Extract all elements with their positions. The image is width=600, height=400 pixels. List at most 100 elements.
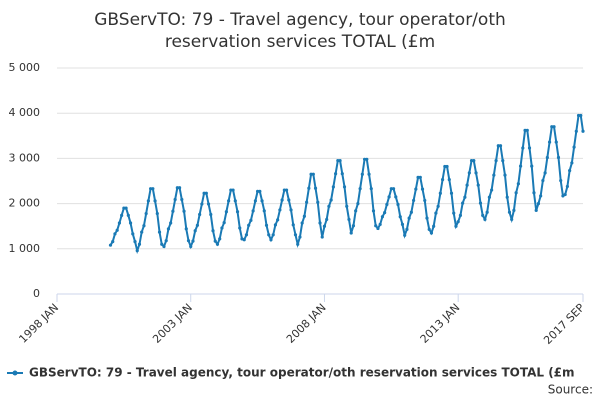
data-point xyxy=(407,216,411,220)
data-point xyxy=(122,206,126,210)
data-point xyxy=(280,198,284,202)
data-point xyxy=(521,146,525,150)
x-tick-label: 2013 JAN xyxy=(418,301,463,346)
data-point xyxy=(182,209,186,213)
x-tick-label: 2008 JAN xyxy=(284,301,329,346)
data-point xyxy=(465,183,469,187)
data-point xyxy=(193,229,197,233)
data-point xyxy=(186,239,191,243)
data-point xyxy=(191,239,195,243)
data-point xyxy=(316,200,320,204)
data-point xyxy=(554,140,558,144)
data-point xyxy=(494,159,498,163)
data-point xyxy=(180,197,184,202)
data-point xyxy=(581,129,585,133)
data-point xyxy=(391,187,396,191)
data-point xyxy=(347,217,351,222)
data-point xyxy=(389,187,393,191)
data-point xyxy=(255,189,260,193)
data-point xyxy=(481,213,485,217)
data-point xyxy=(289,208,293,212)
data-point xyxy=(458,213,463,217)
data-point xyxy=(124,206,128,210)
data-point xyxy=(349,231,353,235)
data-point xyxy=(220,226,224,230)
data-point xyxy=(438,191,442,195)
data-point xyxy=(206,202,211,206)
data-point xyxy=(503,173,507,177)
data-point xyxy=(302,214,306,218)
legend-label: GBServTO: 79 - Travel agency, tour opera… xyxy=(29,366,575,380)
data-point xyxy=(487,195,491,199)
data-point xyxy=(532,191,536,195)
x-tick-label: 2017 SEP xyxy=(541,301,587,347)
data-point xyxy=(195,223,200,227)
data-point xyxy=(238,226,242,230)
data-point xyxy=(177,186,182,190)
data-point xyxy=(432,224,436,228)
data-point xyxy=(440,178,445,182)
data-point xyxy=(227,199,231,203)
data-point xyxy=(447,178,451,182)
data-point xyxy=(284,188,289,192)
data-point xyxy=(485,210,489,214)
data-point xyxy=(313,186,318,190)
data-point xyxy=(247,223,251,227)
data-point xyxy=(427,227,431,231)
data-point xyxy=(418,175,422,179)
data-point xyxy=(142,224,146,228)
data-point xyxy=(162,244,166,249)
data-point xyxy=(374,224,378,228)
data-point xyxy=(209,212,213,217)
data-point xyxy=(463,195,467,199)
data-point xyxy=(345,204,349,208)
data-point xyxy=(251,209,255,213)
data-point xyxy=(367,172,371,176)
data-point xyxy=(365,157,369,161)
data-point xyxy=(369,187,373,191)
data-point xyxy=(478,201,483,205)
data-point xyxy=(498,144,503,148)
data-point xyxy=(260,199,264,203)
data-point xyxy=(501,159,505,163)
x-tick-label: 2003 JAN xyxy=(150,301,195,346)
data-point xyxy=(380,215,385,219)
data-point xyxy=(456,220,460,224)
data-point xyxy=(175,186,179,190)
data-point xyxy=(541,178,545,183)
data-point xyxy=(146,199,150,203)
data-point xyxy=(467,171,471,175)
data-point xyxy=(322,224,327,228)
data-point xyxy=(579,113,583,118)
data-point xyxy=(434,211,438,215)
data-point xyxy=(184,227,188,231)
data-point xyxy=(476,183,480,187)
data-point xyxy=(445,164,449,169)
data-point xyxy=(356,202,360,206)
data-point xyxy=(552,125,556,129)
data-point xyxy=(570,161,574,165)
data-point xyxy=(449,191,454,195)
data-point xyxy=(550,125,554,129)
data-point xyxy=(362,157,367,161)
data-point xyxy=(510,217,514,222)
data-point xyxy=(204,191,208,195)
data-point xyxy=(376,226,380,231)
data-point xyxy=(563,192,567,197)
data-point xyxy=(568,169,572,173)
data-point xyxy=(164,239,168,243)
data-point xyxy=(534,208,538,212)
data-point xyxy=(547,140,552,144)
data-point xyxy=(545,155,549,160)
data-point xyxy=(189,244,193,249)
data-point xyxy=(231,188,235,192)
data-point xyxy=(414,187,418,191)
data-point xyxy=(293,233,298,237)
data-point xyxy=(474,171,478,175)
data-point xyxy=(371,209,376,213)
data-point xyxy=(416,175,420,179)
data-point xyxy=(329,198,333,202)
data-point xyxy=(218,237,222,241)
data-point xyxy=(565,184,569,189)
